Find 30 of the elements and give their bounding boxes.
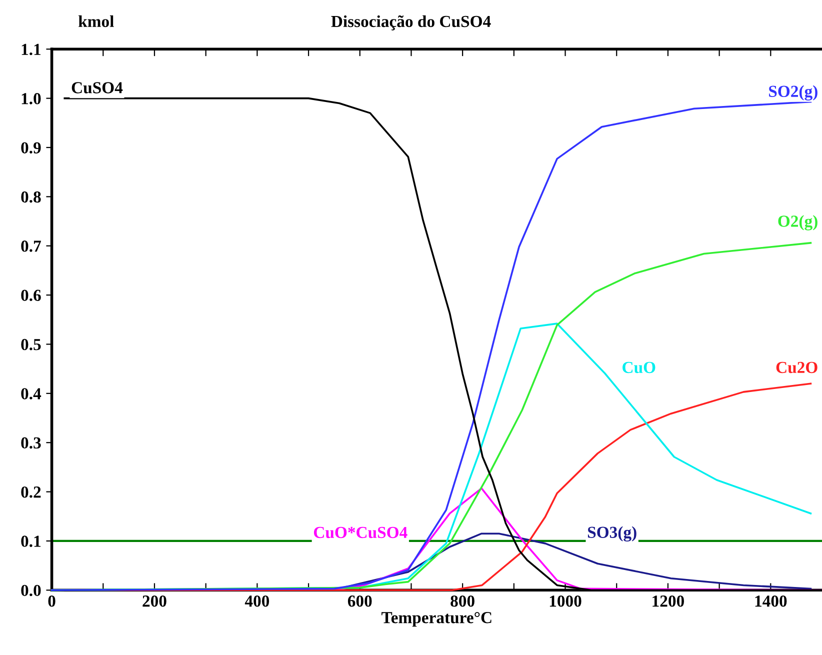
y-tick-label: 0.5 <box>21 338 41 350</box>
x-tick-label: 400 <box>244 596 270 607</box>
y-tick-label: 0.2 <box>21 486 41 498</box>
y-tick-label: 0.4 <box>21 388 42 400</box>
y-tick-label: 1.1 <box>22 44 41 56</box>
y-tick-label: 0.8 <box>21 191 41 203</box>
x-axis-title: Temperature°C <box>382 612 492 627</box>
series-label: SO2(g) <box>769 85 818 101</box>
y-tick-label: 0.0 <box>21 584 41 596</box>
x-tick-label: 800 <box>450 596 474 607</box>
y-tick-label: 0.1 <box>21 536 41 547</box>
series-label: O2(g) <box>778 215 818 230</box>
series-label: CuO*CuSO4 <box>314 526 408 538</box>
series-label: SO3(g) <box>588 526 636 542</box>
y-tick-label: 1.0 <box>22 93 41 104</box>
series-label: Cu2O <box>776 362 818 374</box>
x-tick-label: 0 <box>48 596 56 607</box>
y-axis-title: kmol <box>78 15 114 28</box>
x-tick-label: 1000 <box>550 596 582 607</box>
x-tick-label: 600 <box>348 596 372 607</box>
x-tick-label: 200 <box>142 596 166 607</box>
chart-title: Dissociação do CuSO4 <box>331 15 491 30</box>
y-tick-label: 0.3 <box>21 437 41 449</box>
y-tick-label: 0.6 <box>21 290 41 302</box>
y-tick-label: 0.7 <box>21 240 41 252</box>
series-label: CuSO4 <box>72 82 123 94</box>
series-label: CuO <box>622 362 656 374</box>
x-tick-label: 1400 <box>755 596 787 607</box>
x-tick-label: 1200 <box>652 596 684 607</box>
y-tick-label: 0.9 <box>21 142 41 154</box>
